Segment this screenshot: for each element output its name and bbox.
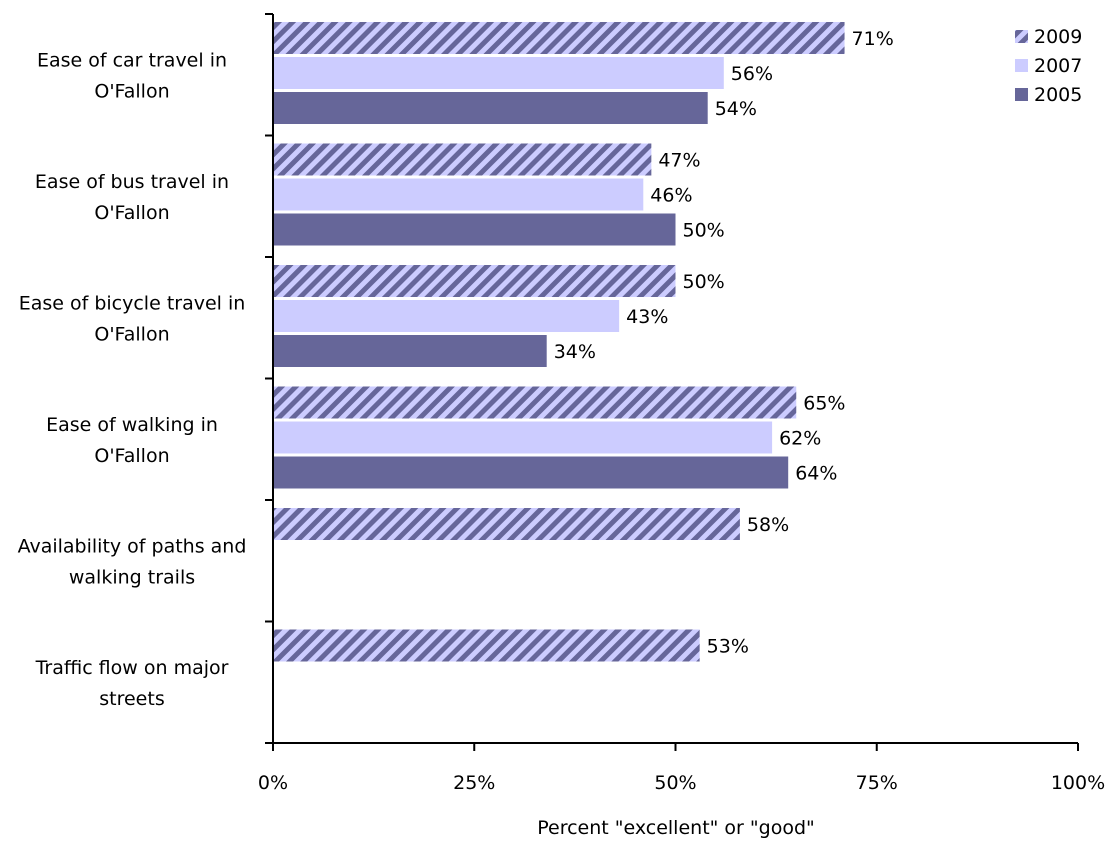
- x-tick-label-1: 25%: [453, 772, 495, 794]
- legend-swatch-2009: [1015, 30, 1028, 43]
- data-label-2005-1: 50%: [683, 220, 725, 242]
- x-axis-title: Percent "excellent" or "good": [537, 817, 815, 839]
- bar-2009-3: [273, 386, 797, 419]
- bar-2005-2: [273, 335, 547, 367]
- data-label-2009-3: 65%: [803, 393, 845, 415]
- data-label-2009-4: 58%: [747, 514, 789, 536]
- x-tick-label-2: 50%: [654, 772, 696, 794]
- x-tick-label-3: 75%: [856, 772, 898, 794]
- bar-2009-2: [273, 265, 676, 297]
- bar-2009-0: [273, 22, 845, 54]
- category-label-1: Ease of bus travel in O'Fallon: [35, 171, 229, 224]
- labels-group: 71% 56% 54% Ease of car travel in O'Fallon 47…: [18, 28, 894, 710]
- bar-2007-2: [273, 300, 620, 332]
- data-label-2007-2: 43%: [626, 306, 668, 328]
- bar-2005-0: [273, 92, 708, 124]
- bar-2007-3: [273, 421, 773, 454]
- data-label-2005-0: 54%: [715, 98, 757, 120]
- legend: 2009 2007 2005: [1015, 26, 1082, 106]
- bar-2009-4: [273, 508, 740, 540]
- bar-2009-5: [273, 629, 700, 662]
- category-label-3: Ease of walking in O'Fallon: [46, 414, 218, 467]
- bar-2009-1: [273, 143, 652, 176]
- legend-swatch-2007: [1015, 59, 1028, 72]
- legend-swatch-2005: [1015, 88, 1028, 101]
- legend-label-2009: 2009: [1034, 26, 1082, 48]
- x-tick-label-4: 100%: [1051, 772, 1105, 794]
- bars-group: [273, 22, 845, 662]
- x-tick-label-0: 0%: [258, 772, 288, 794]
- data-label-2007-0: 56%: [731, 63, 773, 85]
- data-label-2005-3: 64%: [795, 463, 837, 485]
- bar-2005-3: [273, 456, 789, 489]
- legend-label-2007: 2007: [1034, 55, 1082, 77]
- category-label-5: Traffic flow on major streets: [35, 657, 229, 710]
- data-label-2009-5: 53%: [707, 636, 749, 658]
- data-label-2009-1: 47%: [658, 150, 700, 172]
- data-label-2005-2: 34%: [554, 341, 596, 363]
- bar-2007-0: [273, 57, 724, 89]
- category-label-4: Availability of paths and walking trails: [18, 535, 247, 588]
- category-label-2: Ease of bicycle travel in O'Fallon: [19, 292, 246, 345]
- axes-group: 0% 25% 50% 75% 100%: [258, 13, 1105, 794]
- data-label-2007-1: 46%: [650, 185, 692, 207]
- bar-2007-1: [273, 178, 644, 211]
- bar-2005-1: [273, 213, 676, 246]
- data-label-2007-3: 62%: [779, 428, 821, 450]
- data-label-2009-2: 50%: [683, 271, 725, 293]
- category-label-0: Ease of car travel in O'Fallon: [37, 49, 227, 102]
- legend-label-2005: 2005: [1034, 84, 1082, 106]
- data-label-2009-0: 71%: [852, 28, 894, 50]
